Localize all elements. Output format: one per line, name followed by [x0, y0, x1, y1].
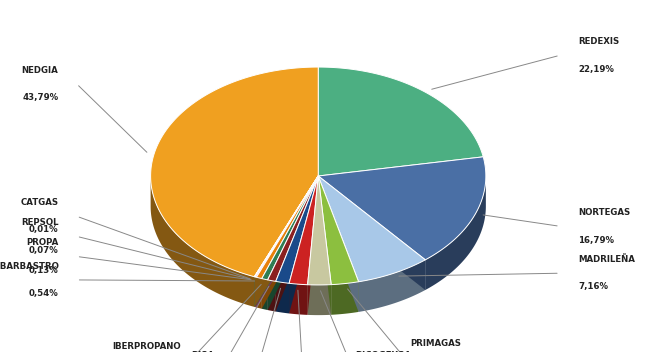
Polygon shape [318, 176, 331, 315]
Polygon shape [289, 176, 318, 314]
Polygon shape [318, 176, 358, 285]
Polygon shape [267, 280, 276, 312]
Polygon shape [308, 285, 331, 315]
Polygon shape [255, 277, 257, 307]
Text: IBERPROPANO: IBERPROPANO [112, 342, 181, 351]
Polygon shape [255, 176, 318, 277]
Polygon shape [318, 176, 358, 312]
Polygon shape [289, 176, 318, 314]
Polygon shape [255, 176, 318, 307]
Polygon shape [276, 281, 289, 314]
Polygon shape [358, 260, 425, 312]
Polygon shape [255, 176, 318, 307]
Polygon shape [276, 176, 318, 312]
Text: PROPA: PROPA [26, 238, 58, 247]
Polygon shape [151, 176, 255, 307]
Polygon shape [262, 176, 318, 309]
Polygon shape [331, 282, 358, 315]
Text: 16,79%: 16,79% [578, 235, 614, 245]
Polygon shape [255, 176, 318, 307]
Text: 0,13%: 0,13% [29, 266, 58, 275]
Text: 43,79%: 43,79% [22, 93, 58, 102]
Polygon shape [262, 278, 267, 310]
Polygon shape [257, 176, 318, 307]
Polygon shape [257, 176, 318, 278]
Polygon shape [262, 176, 318, 280]
Text: 0,01%: 0,01% [29, 225, 58, 234]
Polygon shape [318, 176, 425, 282]
Polygon shape [308, 176, 331, 285]
Polygon shape [267, 176, 318, 310]
Polygon shape [318, 176, 331, 315]
Polygon shape [255, 176, 318, 277]
Polygon shape [318, 67, 483, 176]
Polygon shape [151, 67, 318, 277]
Polygon shape [267, 176, 318, 281]
Text: REPSOL: REPSOL [21, 218, 58, 227]
Text: 22,19%: 22,19% [578, 64, 614, 74]
Text: 0,54%: 0,54% [29, 289, 58, 298]
Text: MADRILEÑA: MADRILEÑA [578, 255, 635, 264]
Text: DICOGEXSA: DICOGEXSA [355, 351, 411, 352]
Polygon shape [255, 176, 318, 307]
Polygon shape [318, 176, 358, 312]
Text: REDEXIS: REDEXIS [578, 37, 619, 46]
Text: DISA: DISA [191, 351, 214, 352]
Polygon shape [257, 176, 318, 307]
Polygon shape [308, 176, 318, 315]
Polygon shape [255, 176, 318, 307]
Text: GAS BARBASTRO: GAS BARBASTRO [0, 262, 58, 271]
Polygon shape [257, 277, 262, 309]
Polygon shape [276, 176, 318, 283]
Text: 7,16%: 7,16% [578, 282, 608, 291]
Polygon shape [276, 176, 318, 312]
Text: NORTEGAS: NORTEGAS [578, 208, 630, 217]
Polygon shape [308, 176, 318, 315]
Text: NEDGIA: NEDGIA [21, 65, 58, 75]
Polygon shape [255, 176, 318, 307]
Text: CATGAS: CATGAS [20, 198, 58, 207]
Polygon shape [289, 283, 308, 315]
Polygon shape [289, 176, 318, 285]
Polygon shape [267, 176, 318, 310]
Text: PRIMAGAS: PRIMAGAS [411, 339, 462, 348]
Text: 0,07%: 0,07% [29, 246, 58, 254]
Polygon shape [318, 176, 425, 290]
Polygon shape [425, 175, 486, 290]
Polygon shape [318, 176, 425, 290]
Polygon shape [262, 176, 318, 309]
Polygon shape [318, 157, 486, 260]
Polygon shape [255, 176, 318, 277]
